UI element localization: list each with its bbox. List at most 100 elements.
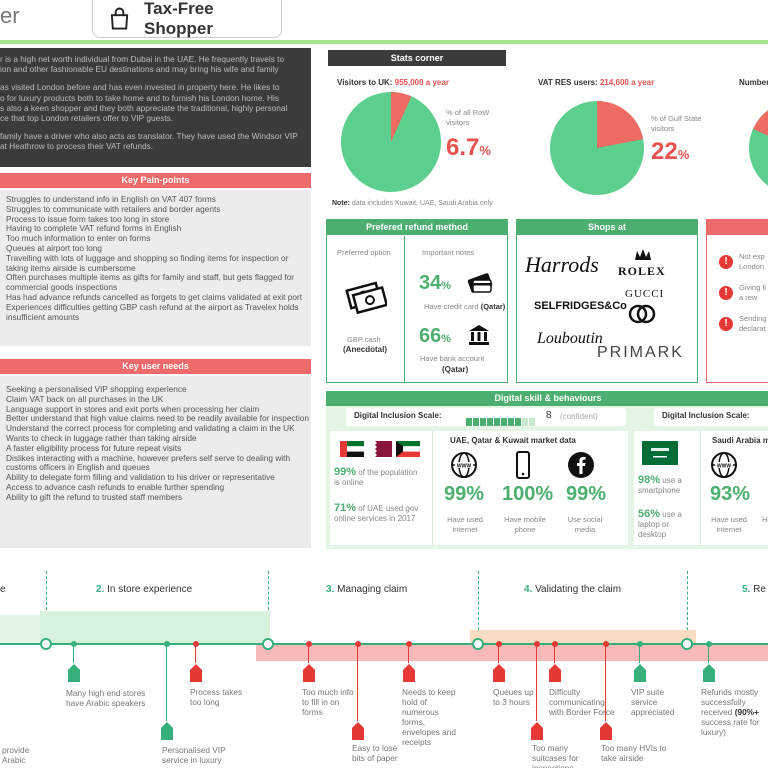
connector	[195, 647, 196, 663]
brand-harrods: Harrods	[525, 252, 599, 277]
visitors-pct: 6.7%	[446, 134, 491, 162]
saudi-internet-pct: 93%	[710, 483, 751, 505]
connector	[605, 647, 606, 721]
user-needs-heading: Key user needs	[0, 359, 311, 374]
persona-line: ce that top London retailers offer to VI…	[0, 113, 174, 124]
scale-box	[480, 418, 486, 426]
credit-card-icon	[467, 273, 493, 293]
negative-pin-icon	[531, 722, 543, 740]
scale-value: 8	[546, 410, 552, 421]
scale-label: Digital Inclusion Scale:	[354, 411, 442, 420]
brand-selfridges: SELFRIDGES&Co	[534, 300, 627, 312]
list-item: Access to advance cash refunds to enable…	[6, 481, 225, 492]
notes-label: Important notes	[422, 248, 475, 257]
stage-node	[681, 638, 693, 650]
negative-pin-icon	[303, 664, 315, 682]
negative-pin-icon	[493, 664, 505, 682]
stage-number: 4.	[524, 584, 533, 595]
brand-louboutin: Louboutin	[537, 330, 603, 347]
list-item: Experiences difficulties getting GBP cas…	[6, 301, 299, 322]
brand-rolex: ROLEX	[618, 264, 666, 278]
scale-box	[494, 418, 500, 426]
vat-value: 214,600 a year	[599, 78, 655, 87]
laptop-stat: 56% use a laptop or desktop	[638, 509, 698, 540]
scale-box	[466, 418, 472, 426]
pct-sign: %	[479, 143, 491, 158]
list-item: Dislikes interacting with a machine, how…	[6, 452, 291, 473]
list-item: Queues at airport too long	[6, 242, 102, 253]
pie-slice	[753, 110, 768, 136]
smartphone-desc: use a smartphone	[638, 476, 682, 495]
stage-separator	[46, 571, 47, 646]
globe-icon: WWW	[451, 452, 477, 478]
pain-points-heading: Key Pain-points	[0, 173, 311, 188]
event-dot	[534, 641, 540, 647]
persona-line	[0, 74, 303, 82]
scale-box	[522, 418, 528, 426]
svg-text:WWW: WWW	[717, 464, 731, 470]
vat-pct-value: 22	[651, 138, 678, 165]
pie-slice-gulf	[597, 101, 644, 148]
gov-pct: 71%	[334, 502, 357, 514]
connector	[498, 647, 499, 663]
product-title: Tax-Free Shopper	[144, 0, 214, 38]
stage-number: 2.	[96, 584, 105, 595]
event-dot	[355, 641, 361, 647]
negative-pin-icon	[403, 664, 415, 682]
vat-stat: VAT RES users: 214,600 a year	[538, 78, 654, 87]
pain-points-list: Struggles to understand info in English …	[0, 190, 311, 346]
alert-icon: !	[719, 255, 733, 269]
product-title-box: Tax-Free Shopper	[92, 0, 282, 38]
event-dot	[406, 641, 412, 647]
event-label: Many high end stores have Arabic speaker…	[66, 688, 146, 708]
stage-label: Managing claim	[337, 584, 408, 595]
list-item: Wants to check in luggage rather than ta…	[6, 432, 197, 443]
event-dot	[552, 641, 558, 647]
connector	[308, 647, 309, 663]
bank-pct: 66%	[419, 325, 451, 348]
stage-node	[472, 638, 484, 650]
divider	[432, 431, 433, 545]
connector	[639, 647, 640, 663]
positive-pin-icon	[161, 722, 173, 740]
scale-box	[508, 418, 514, 426]
list-item: Process to issue form takes too long in …	[6, 213, 170, 224]
persona-line: r is a high net worth individual from Du…	[0, 54, 285, 64]
visitors-value: 955,000 a year	[394, 78, 449, 87]
qatar-flag-icon	[368, 441, 392, 457]
list-item: A faster eligibility process for future …	[6, 442, 182, 453]
vat-label: VAT RES users:	[538, 78, 598, 87]
number-label: Number	[739, 78, 768, 87]
persona-line	[0, 123, 303, 131]
event-label: VIP suite service appreciated	[631, 687, 675, 717]
event-label: Personalised VIP service in luxury store…	[162, 745, 226, 768]
persona-line: ion and other fashionable EU destination…	[0, 64, 279, 75]
brand-gucci: GUCCI	[625, 288, 665, 300]
list-item: Seeking a personalised VIP shopping expe…	[6, 384, 187, 394]
refund-panel: Prefered refund method Preferred option …	[326, 219, 508, 383]
stage-4: 4. Validating the claim	[524, 584, 621, 595]
third-pie-chart	[749, 110, 768, 186]
digital-heading: Digital skill & behaviours	[326, 391, 768, 406]
event-text-bold: (90%+	[734, 707, 759, 717]
negative-pin-icon	[600, 722, 612, 740]
digital-scale-bar: Digital Inclusion Scale: 8 (confident)	[346, 408, 626, 426]
refund-heading: Prefered refund method	[327, 220, 507, 235]
population-desc: of the population is online	[334, 468, 418, 487]
mobile-desc: Have mobile phone	[504, 515, 546, 534]
list-item: Ability to delegate form filling and val…	[6, 472, 275, 483]
event-dot	[706, 641, 712, 647]
social-desc: Use social media	[567, 515, 603, 534]
list-item: Has had advance refunds cancelled as for…	[6, 291, 303, 302]
connector	[708, 647, 709, 663]
scale-note: (confident)	[560, 412, 598, 421]
visitors-label: Visitors to UK:	[337, 78, 393, 87]
negative-pin-icon	[190, 664, 202, 682]
list-item: Too much information to enter on forms	[6, 233, 151, 244]
pct-sign: %	[441, 280, 452, 292]
event-dot	[71, 641, 77, 647]
negative-band	[470, 644, 690, 661]
shopping-bag-icon	[110, 7, 129, 30]
list-item: Struggles to communicate with retailers …	[6, 203, 221, 214]
population-stat: 99% of the population is online	[334, 467, 424, 488]
